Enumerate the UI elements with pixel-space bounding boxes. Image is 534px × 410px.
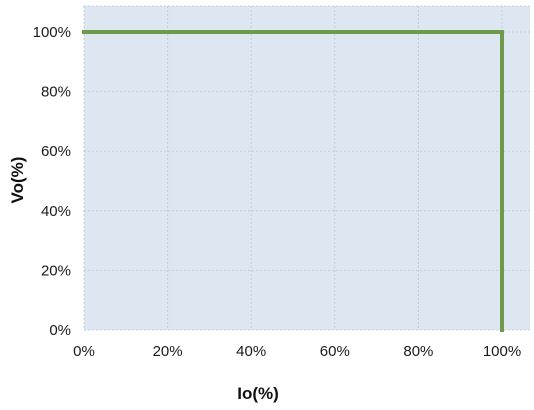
y-axis-title: Vo(%) (8, 157, 27, 204)
x-axis-title: Io(%) (237, 384, 279, 403)
y-tick-label: 60% (41, 143, 71, 160)
x-tick-label: 60% (320, 343, 350, 360)
x-tick-label: 40% (236, 343, 266, 360)
x-tick-label: 80% (403, 343, 433, 360)
y-tick-label: 100% (33, 24, 71, 41)
y-tick-label: 40% (41, 203, 71, 220)
y-tick-label: 20% (41, 262, 71, 279)
series-layer (82, 30, 504, 332)
x-tick-label: 100% (483, 343, 521, 360)
series-line-0 (82, 30, 504, 332)
plot-area (84, 6, 530, 330)
y-axis: 0% 20% 40% 60% 80% 100% (33, 24, 71, 339)
x-tick-label: 20% (153, 343, 183, 360)
y-tick-label: 0% (49, 322, 71, 339)
y-tick-label: 80% (41, 84, 71, 101)
x-axis: 0% 20% 40% 60% 80% 100% (73, 343, 521, 360)
x-tick-label: 0% (73, 343, 95, 360)
